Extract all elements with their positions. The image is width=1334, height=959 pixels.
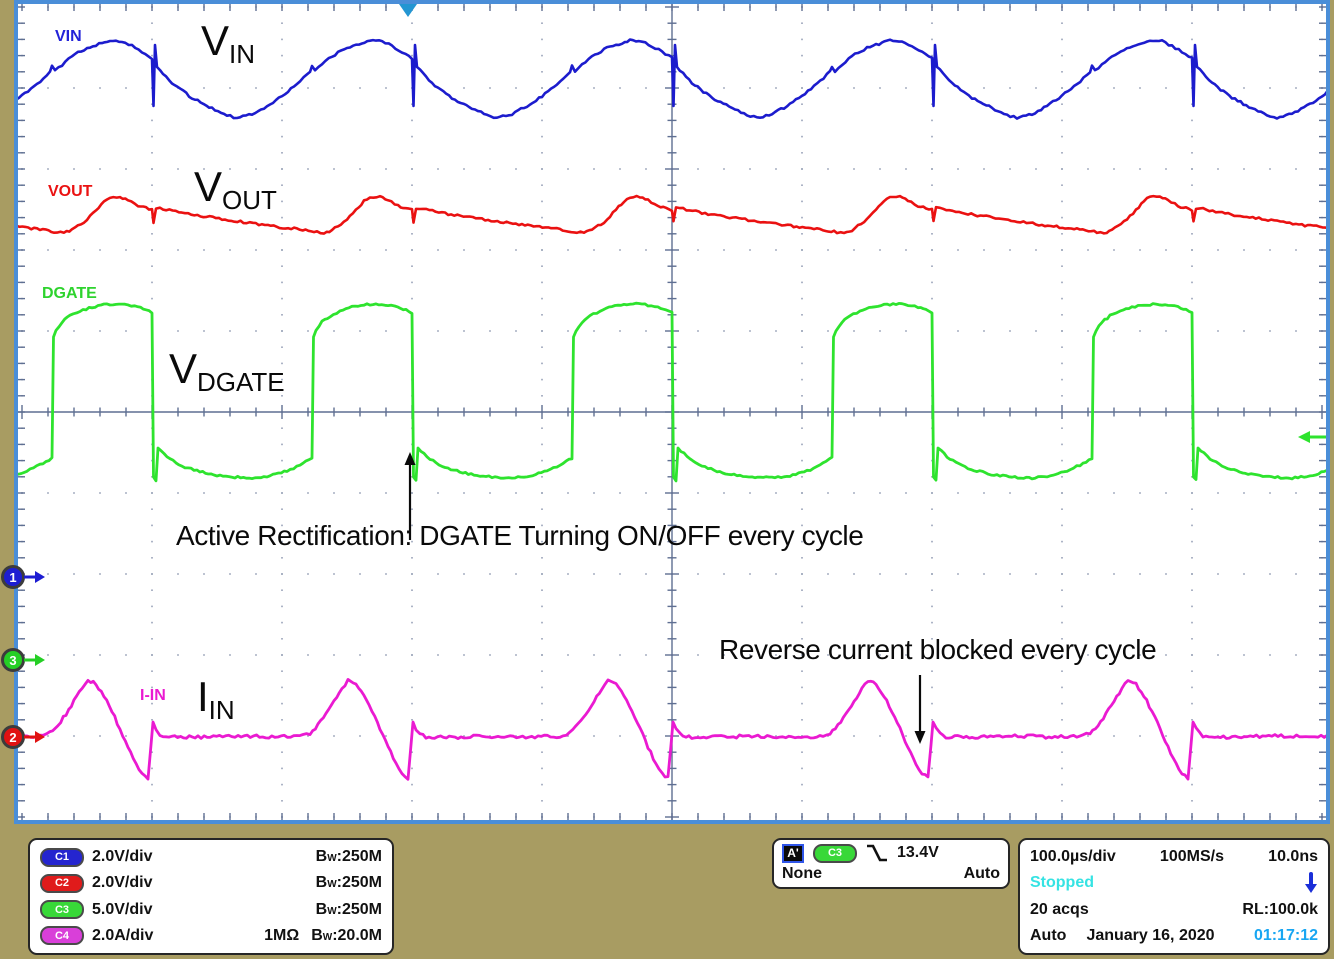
datetime-row: Auto January 16, 2020 01:17:12: [1030, 923, 1318, 948]
channel-bandwidth-c2: B W:250M: [315, 874, 382, 892]
timebase-row: 100.0µs/div 100MS/s 10.0ns: [1030, 845, 1318, 870]
trigger-position-marker[interactable]: [399, 4, 417, 17]
trigger-source-badge: C3: [813, 843, 857, 863]
channel-bandwidth-c1: B W:250M: [315, 848, 382, 866]
channel-scale-c2: 2.0V/div: [92, 874, 153, 892]
acquisition-count-row: 20 acqs RL:100.0k: [1030, 897, 1318, 922]
date-label: January 16, 2020: [1086, 926, 1215, 944]
trigger-mode: Auto: [963, 864, 1000, 882]
channel-badge-c1[interactable]: C1: [40, 847, 84, 867]
channel-row-c4: C4 2.0A/div 1MΩ B W:20.0M: [40, 923, 382, 948]
sample-rate: 100MS/s: [1159, 848, 1224, 866]
sample-resolution: 10.0ns: [1268, 848, 1318, 866]
timebase-scale: 100.0µs/div: [1030, 848, 1116, 866]
trigger-panel[interactable]: A' C3 13.4V None Auto: [772, 838, 1010, 889]
channel-row-c2: C2 2.0V/div B W:250M: [40, 871, 382, 896]
channel-bandwidth-c4: 1MΩ B W:20.0M: [264, 926, 382, 944]
acquisition-state: Stopped: [1030, 874, 1094, 892]
trigger-level-value: 13.4V: [897, 844, 939, 862]
trace-dgate: [18, 301, 1326, 483]
record-length: RL:100.0k: [1242, 900, 1318, 918]
channel-scale-c1: 2.0V/div: [92, 848, 153, 866]
trigger-settings-row: A' C3 13.4V: [782, 843, 1000, 864]
trace-i-in: [18, 678, 1326, 781]
time-label: 01:17:12: [1253, 926, 1318, 944]
trigger-mode-row: None Auto: [782, 864, 1000, 885]
trigger-a-badge: A': [782, 843, 804, 863]
acquisition-state-row: Stopped: [1030, 871, 1318, 896]
channel-badge-c2[interactable]: C2: [40, 873, 84, 893]
acquisition-count: 20 acqs: [1030, 900, 1089, 918]
channel-scale-c3: 5.0V/div: [92, 900, 153, 918]
channel-badge-c3[interactable]: C3: [40, 900, 84, 920]
waveform-canvas: [18, 4, 1326, 820]
channel-badge-c4[interactable]: C4: [40, 926, 84, 946]
channel-row-c1: C1 2.0V/div B W:250M: [40, 845, 382, 870]
channel-scale-c4: 2.0A/div: [92, 926, 154, 944]
channel-settings-panel[interactable]: C1 2.0V/div B W:250M C2 2.0V/div B W:250M …: [28, 838, 394, 955]
trigger-holdoff-mode: None: [782, 864, 822, 882]
acquisition-mode: Auto: [1030, 926, 1067, 944]
horizontal-acquisition-panel[interactable]: 100.0µs/div 100MS/s 10.0ns Stopped 20 ac…: [1018, 838, 1330, 955]
trigger-level-marker[interactable]: [1298, 431, 1326, 443]
channel-row-c3: C3 5.0V/div B W:250M: [40, 897, 382, 922]
annotation-arrow-reverse-current: [914, 675, 926, 744]
trace-vout: [18, 194, 1326, 235]
trace-vin: [18, 38, 1326, 120]
waveform-display: [14, 0, 1330, 824]
annotation-arrow-active-rectification: [404, 452, 416, 540]
falling-edge-icon: [867, 844, 887, 862]
horizontal-position-icon: [1305, 872, 1317, 894]
channel-bandwidth-c3: B W:250M: [315, 900, 382, 918]
